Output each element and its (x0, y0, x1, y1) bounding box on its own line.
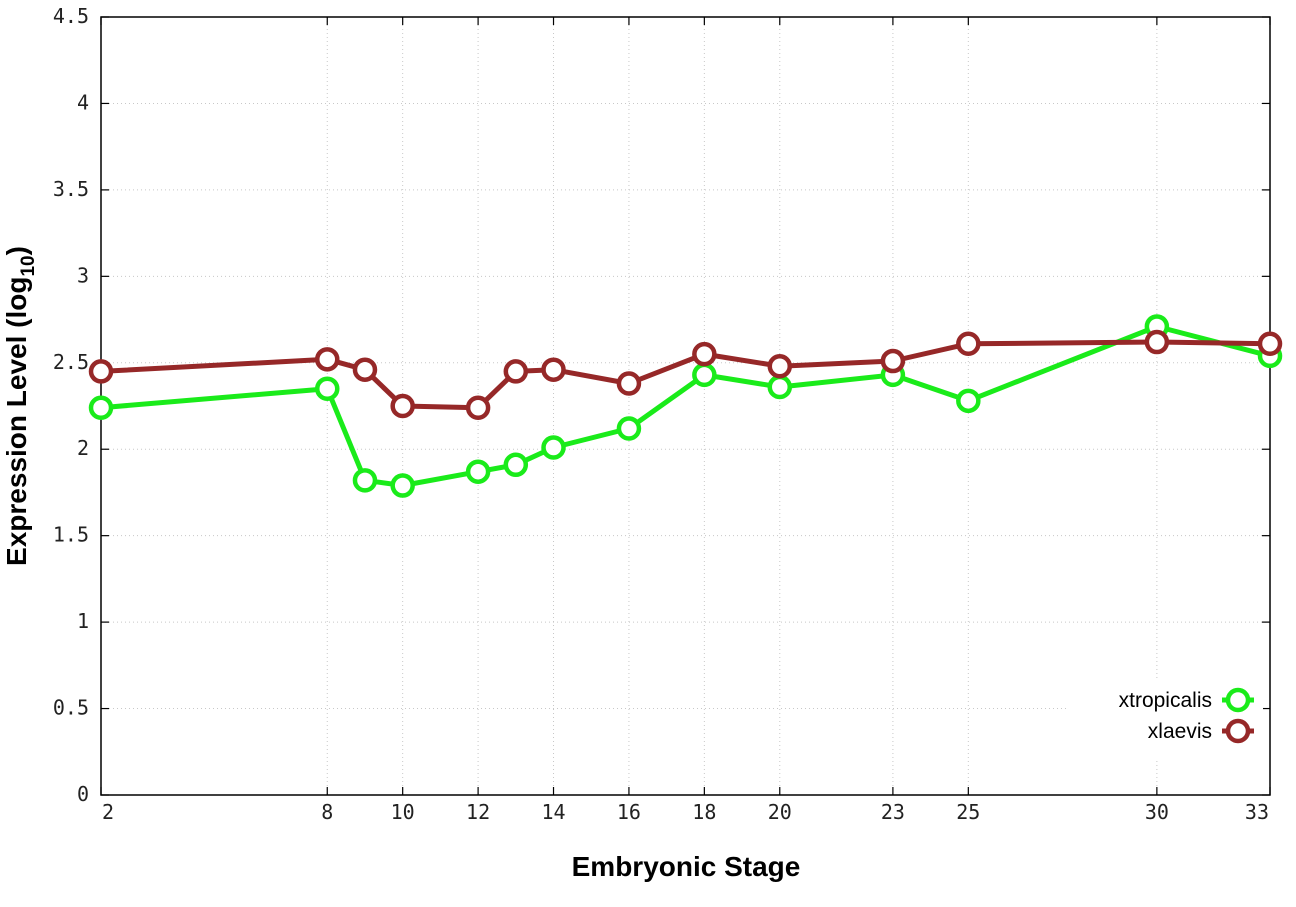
y-axis-title-subscript: 10 (18, 255, 39, 276)
data-point-xtropicalis (503, 452, 529, 478)
legend-marker-xtropicalis (1225, 687, 1251, 713)
data-point-xlaevis (956, 331, 981, 357)
y-tick-label: 2.5 (53, 350, 89, 374)
y-tick-label: 4 (77, 90, 89, 114)
series (88, 314, 1283, 498)
y-tick-label: 3 (77, 263, 89, 287)
data-point-xtropicalis (541, 435, 566, 460)
legend-label-xtropicalis: xtropicalis (1119, 689, 1212, 712)
data-point-xtropicalis (616, 416, 642, 441)
x-tick-label: 12 (466, 800, 490, 824)
x-tick-label: 30 (1145, 800, 1169, 824)
data-point-xlaevis (88, 359, 114, 384)
data-point-xlaevis (315, 347, 340, 372)
y-tick-label: 4.5 (53, 4, 89, 28)
y-tick-label: 1 (77, 609, 89, 633)
data-point-xlaevis (503, 359, 529, 384)
x-tick-label: 10 (391, 800, 415, 824)
data-point-xlaevis (767, 353, 793, 379)
y-tick-label: 2 (77, 436, 89, 460)
x-tick-label: 8 (321, 800, 333, 824)
data-point-xlaevis (1144, 329, 1170, 355)
x-tick-label: 23 (881, 800, 905, 824)
data-point-xtropicalis (465, 459, 491, 484)
data-point-xtropicalis (390, 473, 415, 498)
data-point-xtropicalis (352, 468, 378, 493)
legend-label-xlaevis: xlaevis (1148, 720, 1212, 743)
data-point-xlaevis (465, 395, 491, 420)
y-tick-label: 1.5 (53, 523, 89, 547)
legend-marker-xlaevis (1225, 718, 1251, 744)
data-point-xlaevis (692, 341, 717, 367)
x-tick-label: 25 (956, 800, 980, 824)
x-tick-label: 14 (541, 800, 565, 824)
y-tick-label: 0.5 (53, 696, 89, 720)
y-tick-label: 3.5 (53, 177, 89, 201)
grid (101, 17, 1270, 795)
x-axis-title: Embryonic Stage (572, 851, 801, 882)
y-axis-title: Expression Level (log10) (1, 246, 39, 566)
data-point-xtropicalis (692, 362, 717, 388)
ticks: 0 0.5 1 1.5 2 2.5 3 3.5 4 4.5 2 8 10 12 14 16 18 20 23 25 30… (53, 4, 1271, 824)
data-point-xtropicalis (315, 376, 340, 401)
data-point-xlaevis (1257, 331, 1283, 357)
data-point-xtropicalis (956, 388, 981, 414)
y-tick-label: 0 (77, 782, 89, 806)
x-tick-label: 33 (1245, 800, 1269, 824)
data-point-xtropicalis (88, 395, 114, 420)
data-point-xlaevis (352, 357, 378, 382)
series-line-xtropicalis (100, 324, 1271, 488)
data-point-xtropicalis (767, 374, 793, 400)
data-point-xlaevis (616, 371, 642, 396)
legend: xtropicalis xlaevis (1068, 678, 1263, 758)
x-tick-label: 16 (617, 800, 641, 824)
x-tick-label: 20 (768, 800, 792, 824)
data-point-xlaevis (390, 393, 415, 419)
data-point-xlaevis (880, 348, 906, 374)
data-point-xlaevis (541, 357, 566, 382)
x-tick-label: 2 (102, 800, 114, 824)
x-tick-label: 18 (692, 800, 716, 824)
